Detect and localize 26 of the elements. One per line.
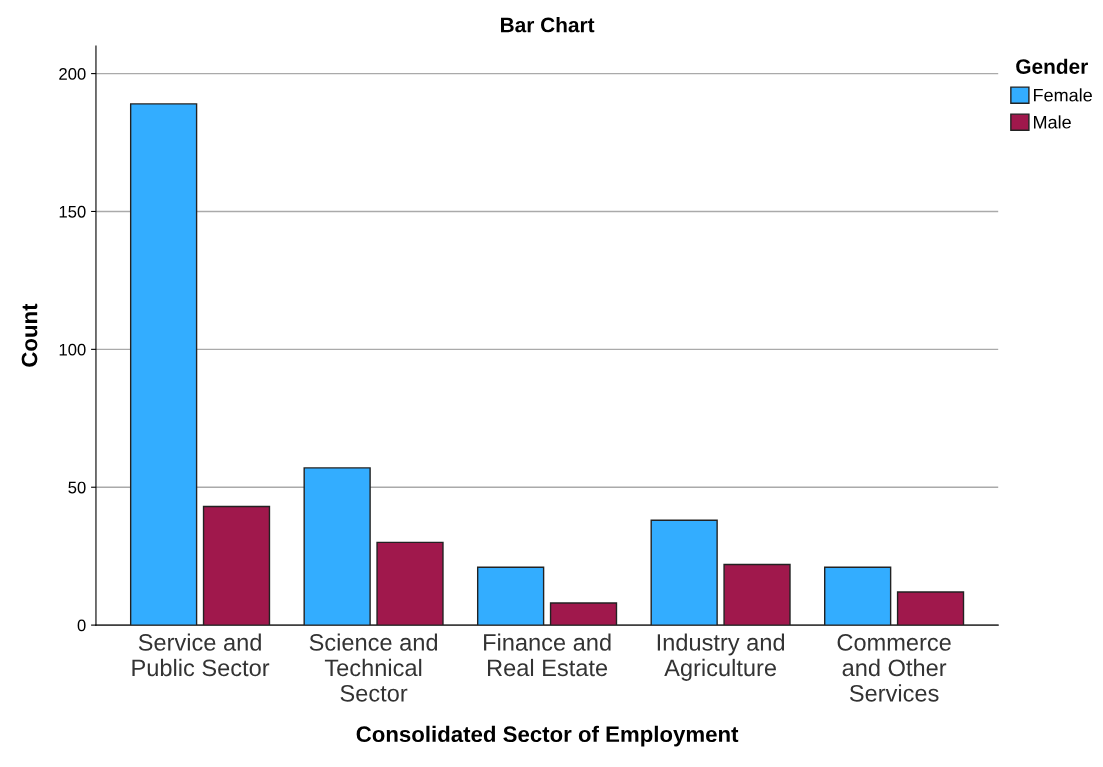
bar [303,467,371,626]
y-tick-label: 50 [68,481,86,494]
bar [376,541,444,626]
legend-label: Female [1034,88,1092,102]
x-tick-label: Industry and Agriculture [657,633,785,681]
x-tick-label: Finance and Real Estate [484,633,611,677]
bar [129,103,198,626]
bar [202,505,271,626]
x-tick-label: Commerce and Other Services [837,634,951,702]
bar [650,519,718,626]
bar [476,566,545,626]
y-tick-label: 150 [59,205,86,218]
y-tick-label: 100 [59,343,86,356]
bar [824,566,892,626]
bar [723,563,791,626]
y-axis-title: Count [21,303,38,367]
bar [896,591,965,626]
chart-title: Bar Chart [501,17,595,33]
bar [549,602,618,626]
y-tick-label: 0 [77,619,86,632]
x-axis-title: Consolidated Sector of Employment [356,725,739,747]
legend-label: Male [1034,115,1071,129]
y-tick-label: 200 [59,68,86,80]
legend-title: Gender [1016,58,1088,74]
x-tick-label: Service and Public Sector [132,633,270,677]
x-tick-label: Science and Technical Sector [309,633,438,702]
